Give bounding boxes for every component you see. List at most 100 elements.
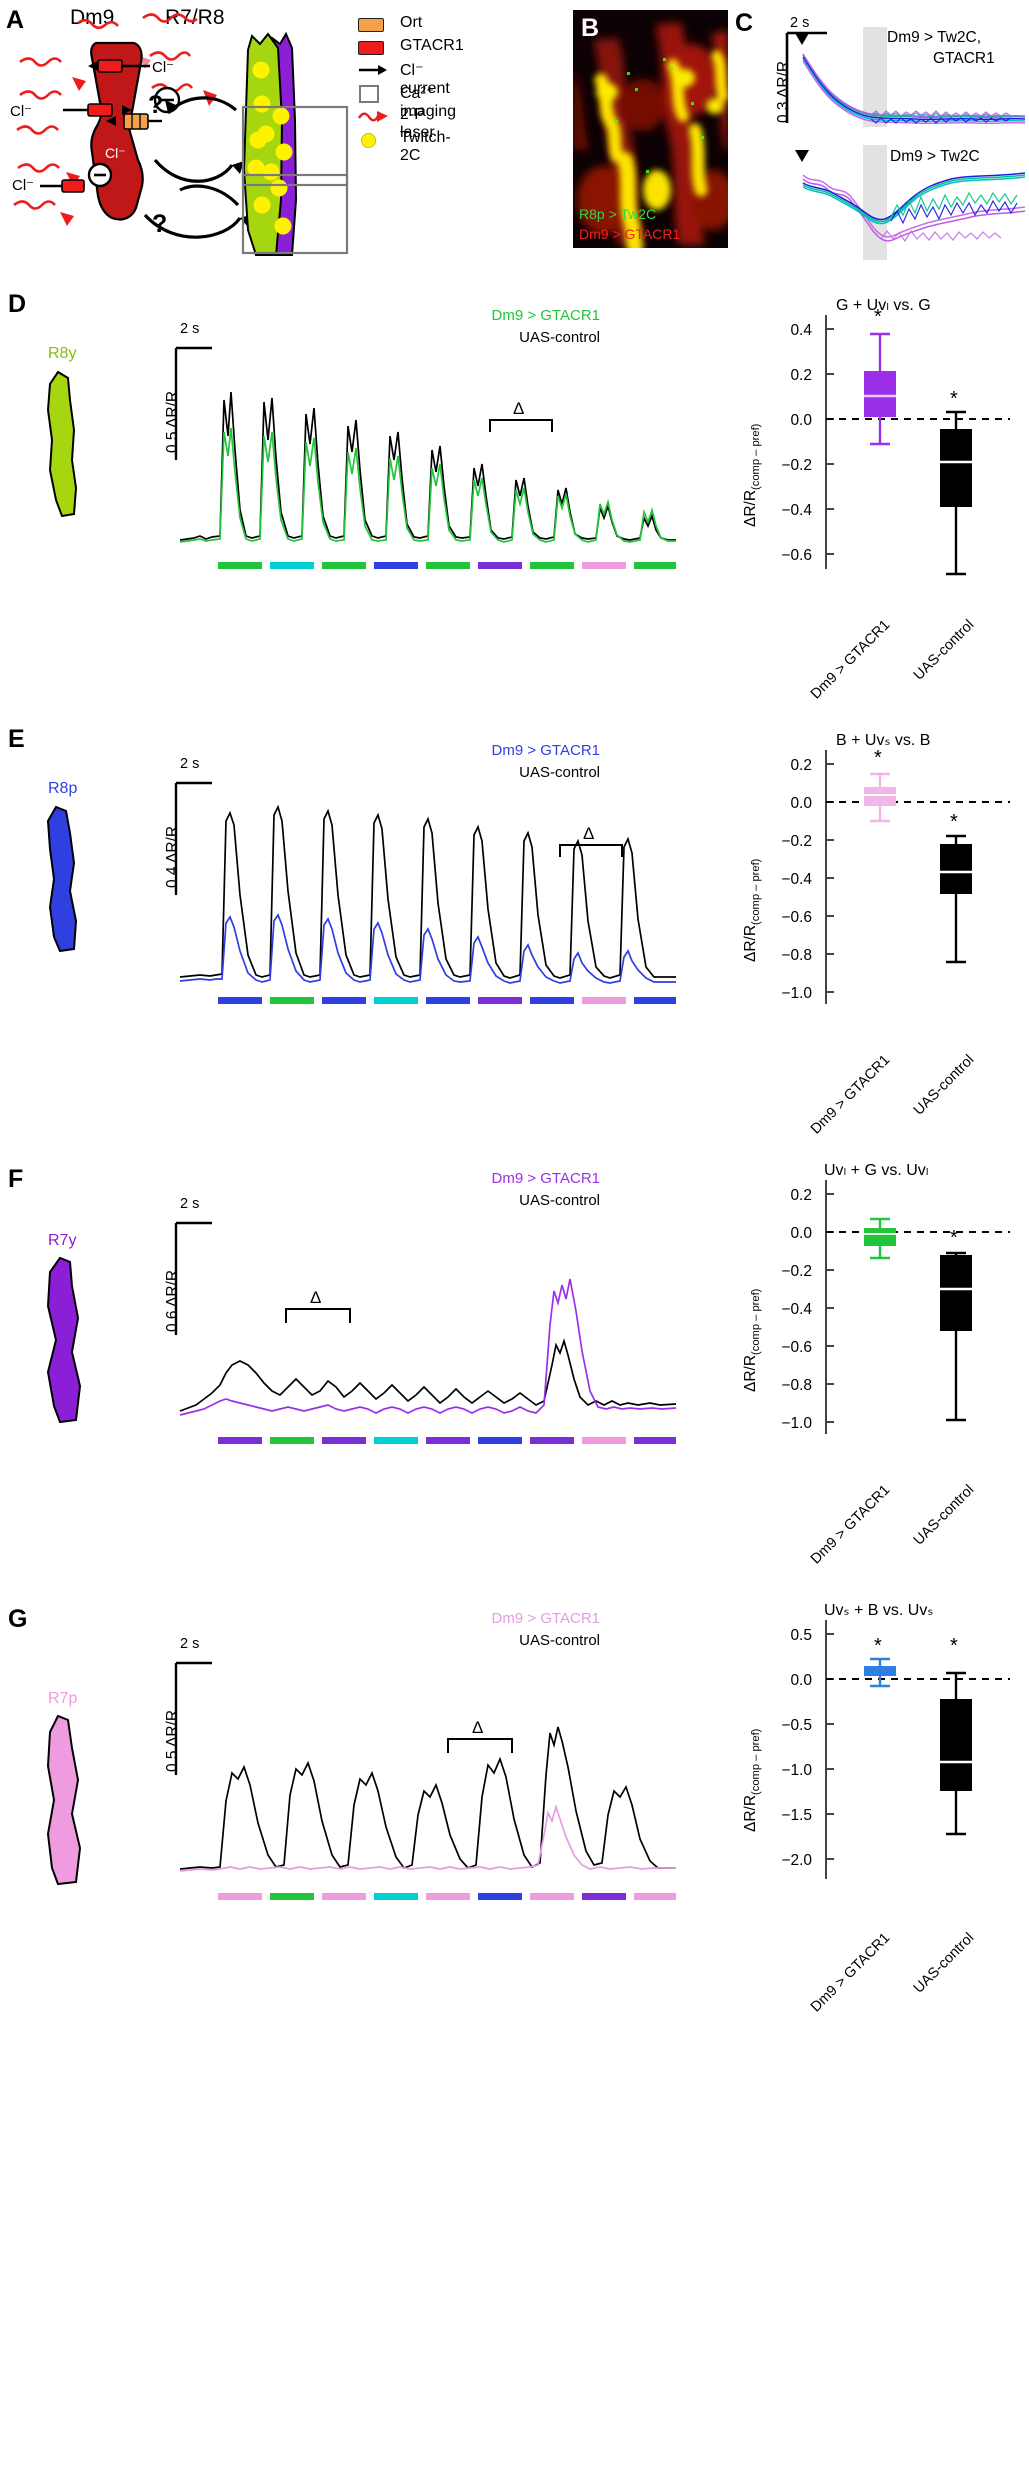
panel-e-ylabel-sub: (comp – pref) <box>750 858 763 925</box>
stim-bar <box>322 1893 366 1900</box>
r7r8-label: R7/R8 <box>165 6 225 29</box>
panel-c: C 2 s 0.3 ΔR/R <box>735 5 1029 260</box>
panel-d-legend-control: UAS-control <box>519 329 600 346</box>
panel-g-box-control <box>940 1671 972 1836</box>
legend-label-ort: Ort <box>400 14 423 31</box>
question-mark-2: ? <box>152 210 167 238</box>
legend-label-ca-imaging: Ca²⁺ imaging <box>400 85 457 120</box>
stim-bar <box>322 1437 366 1444</box>
panel-e-ytick-5: −0.8 <box>781 947 812 964</box>
panel-e-ytick-2: −0.2 <box>781 833 812 850</box>
twitch2c-calcium-dots <box>247 61 293 235</box>
panel-d-box-control <box>940 410 972 576</box>
panel-d-ytick-3: −0.2 <box>781 457 812 474</box>
calcium-imaging-box-2 <box>241 173 349 255</box>
panel-d-ytick-4: −0.4 <box>781 502 812 519</box>
panel-c-time-scale-label: 2 s <box>790 15 810 31</box>
panel-g-star-1: * <box>874 1635 882 1657</box>
panel-c-top-label-line1: Dm9 > Tw2C, <box>887 29 982 46</box>
panel-e-ytick-0: 0.2 <box>790 757 812 774</box>
panel-e-cell-label: R8p <box>48 780 78 797</box>
cl-label-3: Cl⁻ <box>12 177 34 194</box>
panel-d: D R8y 2 s 0.5 ΔR/R Dm9 > GTACR1 UAS-cont… <box>0 285 1029 705</box>
panel-f-ytick-4: −0.6 <box>781 1339 812 1356</box>
question-mark-1: ? <box>148 91 163 119</box>
panel-e-star-1: * <box>874 747 882 769</box>
stim-bar <box>478 1893 522 1900</box>
panel-f-ytick-3: −0.4 <box>781 1301 812 1318</box>
panel-g: G R7p 2 s 0.5 ΔR/R Dm9 > GTACR1 UAS-cont… <box>0 1600 1029 2040</box>
two-photon-laser-icon <box>357 111 388 122</box>
panel-d-star-1: * <box>874 306 882 328</box>
panel-f-box-control <box>940 1251 972 1422</box>
ort-channel-swatch <box>358 18 384 32</box>
stim-bar <box>322 997 366 1004</box>
panel-g-trace-plot: Δ <box>174 1661 676 1900</box>
panel-e-cell-icon <box>46 805 78 953</box>
panel-d-gtacr1-trace <box>179 427 676 543</box>
panel-g-time-scale-label: 2 s <box>180 1636 200 1652</box>
cl-label-2: Cl⁻ <box>10 103 32 120</box>
panel-f-delta-bracket <box>285 1308 351 1323</box>
panel-d-ylabel-sub: (comp – pref) <box>750 423 763 490</box>
stim-bar <box>634 1437 676 1444</box>
panel-g-cell-icon <box>46 1714 82 1886</box>
stim-bar <box>374 562 418 569</box>
panel-e-ytick-4: −0.6 <box>781 909 812 926</box>
stim-bar <box>270 997 314 1004</box>
panel-f-cell-label: R7y <box>48 1232 77 1249</box>
panel-d-ytick-0: 0.4 <box>790 322 812 339</box>
panel-e-control-trace <box>179 804 676 979</box>
panel-f-delta-symbol: Δ <box>310 1288 321 1307</box>
panel-f-cell-icon <box>46 1256 82 1424</box>
panel-d-legend-experimental: Dm9 > GTACR1 <box>491 307 601 324</box>
panel-e-star-2: * <box>950 811 958 833</box>
stim-bar <box>218 562 262 569</box>
stim-bar <box>426 1437 470 1444</box>
panel-c-letter: C <box>735 9 754 37</box>
panel-f-ytick-1: 0.0 <box>790 1225 812 1242</box>
panel-e-delta-bracket <box>559 844 623 857</box>
panel-e-ylabel-main: ΔR/R <box>742 924 759 962</box>
panel-f-box-plot: Uvₗ + G vs. Uvₗ 0.2 0.0 −0.2 −0.4 −0.6 −… <box>742 1160 1020 1567</box>
dm9-internal-cl-label: Cl⁻ <box>105 145 126 161</box>
legend-label-twitch2c: Twitch-2C <box>400 129 451 164</box>
panel-d-delta-symbol: Δ <box>513 399 524 418</box>
panel-g-box-svg: * * <box>825 1620 1010 1879</box>
stim-bar <box>634 1893 676 1900</box>
panel-g-ylabel-sub: (comp – pref) <box>750 1728 763 1795</box>
panel-e-letter: E <box>8 725 25 753</box>
panel-g-legend-experimental: Dm9 > GTACR1 <box>491 1610 601 1627</box>
panel-e-ytick-1: 0.0 <box>790 795 812 812</box>
panel-d-box-plot: G + Uvₗ vs. G 0.4 0.2 0.0 −0.2 −0.4 −0.6… <box>742 295 1020 702</box>
inhibition-minus-icons <box>87 86 181 188</box>
panel-f: F R7y 2 s 0.6 ΔR/R Dm9 > GTACR1 UAS-cont… <box>0 1160 1029 1580</box>
stim-bar <box>270 562 314 569</box>
stim-bar <box>218 997 262 1004</box>
panel-g-ytick-3: −1.0 <box>781 1762 812 1779</box>
panel-e-ytick-6: −1.0 <box>781 985 812 1002</box>
panel-g-gtacr1-trace <box>179 1804 676 1872</box>
panel-g-control-trace <box>179 1726 676 1870</box>
legend-label-gtacr1: GTACR1 <box>400 37 464 54</box>
stim-bar <box>634 997 676 1004</box>
stim-bar <box>530 1437 574 1444</box>
calcium-imaging-box-1 <box>241 105 349 187</box>
panel-d-star-2: * <box>950 388 958 410</box>
panel-c-stim-band-top <box>863 27 887 127</box>
panel-b-letter: B <box>581 14 600 42</box>
stim-bar <box>634 562 676 569</box>
stim-bar <box>322 562 366 569</box>
stim-bar <box>426 997 470 1004</box>
stim-bar <box>426 562 470 569</box>
panel-b-confocal-image <box>573 10 728 248</box>
panel-f-trace-plot: Δ <box>174 1221 677 1444</box>
legend-label-2p-laser: 2-P laser <box>400 106 435 141</box>
panel-d-cell-label: R8y <box>48 345 77 362</box>
panel-g-legend-control: UAS-control <box>519 1632 600 1649</box>
stim-bar <box>530 997 574 1004</box>
panel-f-gtacr1-trace <box>179 1278 677 1416</box>
panel-g-ytick-5: −2.0 <box>781 1852 812 1869</box>
stim-bar <box>270 1893 314 1900</box>
panel-c-bottom-label: Dm9 > Tw2C <box>890 148 980 165</box>
